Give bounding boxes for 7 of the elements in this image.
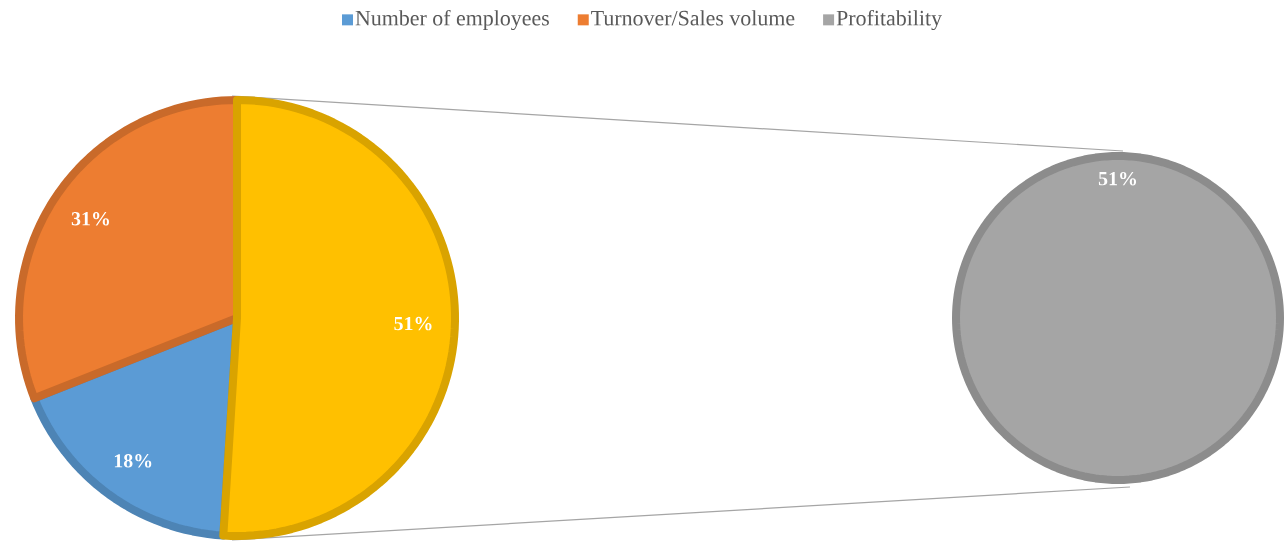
- data-label: 51%: [394, 316, 432, 331]
- data-label: 51%: [1098, 171, 1137, 186]
- legend-label: Turnover/Sales volume: [591, 10, 795, 26]
- legend-label: Profitability: [836, 9, 942, 31]
- data-label: 18%: [114, 454, 152, 468]
- legend-label: Number of employees: [355, 9, 549, 31]
- data-label: 31%: [71, 211, 110, 226]
